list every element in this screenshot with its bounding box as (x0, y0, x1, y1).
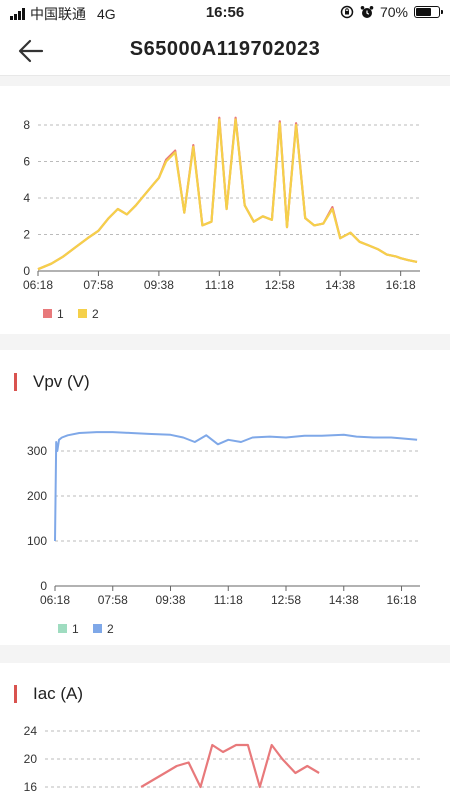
arrow-left-icon (18, 39, 44, 63)
status-bar: 中国联通 4G 16:56 70% (0, 0, 450, 26)
nav-bar: S65000A119702023 (0, 26, 450, 76)
carrier-label: 中国联通 (30, 6, 86, 22)
legend-swatch (58, 624, 67, 633)
x-tick-label: 14:38 (329, 593, 359, 607)
legend-label: 1 (72, 622, 79, 636)
legend-label: 2 (107, 622, 114, 636)
vpv-chart: 0 100 200 300 06:18 07:58 09:38 11:18 12:58 14:38… (27, 431, 420, 636)
y-tick-label: 300 (27, 444, 47, 458)
y-tick-label: 2 (23, 228, 30, 242)
iac-chart: 16 20 24 (24, 724, 420, 794)
x-tick-label: 14:38 (325, 278, 355, 292)
title-accent-bar (14, 373, 17, 391)
y-tick-label: 20 (24, 752, 38, 766)
y-tick-label: 200 (27, 489, 47, 503)
x-tick-label: 11:18 (205, 278, 234, 292)
status-left: 中国联通 4G (10, 4, 116, 24)
power-chart-card: 0 2 4 6 8 06:18 07:58 09:38 11:18 12:58 14:38 16:18… (0, 86, 450, 334)
orientation-lock-icon (340, 5, 354, 19)
x-tick-label: 07:58 (98, 593, 128, 607)
y-tick-label: 0 (40, 579, 47, 593)
y-tick-label: 0 (23, 264, 30, 278)
x-tick-label: 06:18 (23, 278, 53, 292)
legend-label: 1 (57, 307, 64, 321)
x-tick-label: 06:18 (40, 593, 70, 607)
vpv-chart-title: Vpv (V) (33, 372, 90, 391)
series-line-2 (54, 431, 418, 542)
series-line-2 (37, 118, 418, 271)
iac-chart-header: Iac (A) (14, 684, 83, 704)
y-tick-label: 100 (27, 534, 47, 548)
iac-chart-card: Iac (A) 16 20 24 (0, 663, 450, 800)
x-tick-label: 11:18 (214, 593, 243, 607)
power-chart: 0 2 4 6 8 06:18 07:58 09:38 11:18 12:58 14:38 16:18… (23, 116, 420, 321)
y-tick-label: 8 (23, 118, 30, 132)
series-line-1 (140, 743, 320, 789)
vpv-chart-card: Vpv (V) 0 100 200 300 06:18 07:58 09:38 11:18 12… (0, 350, 450, 645)
battery-label: 70% (379, 4, 408, 20)
y-tick-label: 6 (23, 155, 30, 169)
legend-swatch (93, 624, 102, 633)
battery-level-fill (416, 8, 432, 16)
network-label: 4G (97, 6, 116, 22)
signal-icon (10, 8, 25, 20)
y-tick-label: 4 (23, 191, 30, 205)
title-accent-bar (14, 685, 17, 703)
y-tick-label: 24 (24, 724, 38, 738)
x-tick-label: 16:18 (387, 593, 417, 607)
y-tick-label: 16 (24, 780, 38, 794)
vpv-chart-header: Vpv (V) (14, 372, 90, 392)
x-tick-label: 16:18 (386, 278, 416, 292)
legend-label: 2 (92, 307, 99, 321)
iac-chart-title: Iac (A) (33, 684, 84, 703)
page-title: S65000A119702023 (129, 38, 321, 60)
x-tick-label: 12:58 (265, 278, 295, 292)
x-tick-label: 09:38 (155, 593, 185, 607)
x-tick-label: 09:38 (144, 278, 174, 292)
legend-swatch (43, 309, 52, 318)
battery-icon (414, 6, 443, 18)
x-tick-label: 12:58 (271, 593, 301, 607)
x-tick-label: 07:58 (83, 278, 113, 292)
back-button[interactable] (14, 34, 50, 68)
legend-swatch (78, 309, 87, 318)
status-right: 70% (340, 4, 443, 20)
alarm-icon (360, 6, 374, 18)
status-time: 16:56 (205, 4, 245, 21)
